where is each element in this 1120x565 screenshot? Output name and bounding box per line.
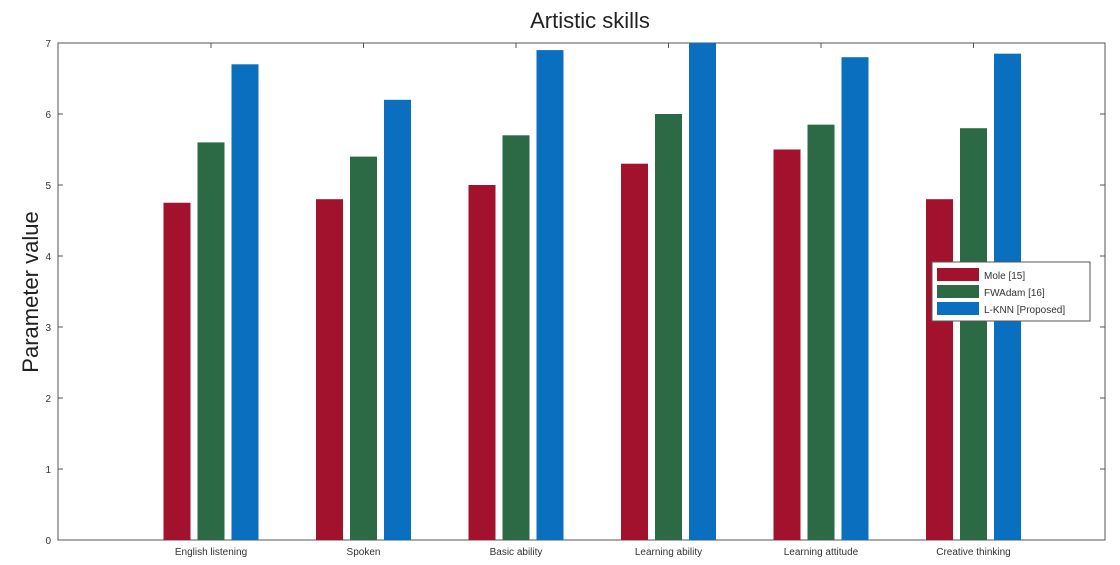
x-tick-label: Learning ability	[635, 547, 702, 558]
bar	[960, 128, 987, 540]
y-tick-label: 1	[45, 465, 51, 476]
y-tick-label: 2	[45, 394, 51, 405]
legend-swatch	[937, 302, 979, 315]
y-tick-label: 3	[45, 323, 51, 334]
bar	[655, 114, 682, 540]
bar	[536, 50, 564, 540]
bar	[384, 99, 411, 541]
bar	[197, 142, 225, 540]
bar	[468, 185, 496, 540]
x-tick-label: Basic ability	[490, 547, 543, 558]
legend-swatch	[937, 268, 979, 281]
y-axis-label: Parameter value	[18, 211, 43, 372]
bar	[316, 199, 343, 540]
legend-swatch	[937, 285, 979, 298]
y-tick-label: 0	[45, 536, 51, 547]
bar	[231, 64, 259, 541]
axes-box	[57, 42, 1106, 541]
x-tick-label: Learning attitude	[784, 547, 859, 558]
bar	[926, 199, 953, 540]
legend: Mole [15] FWAdam [16] L-KNN [Proposed]	[931, 261, 1091, 322]
bar	[350, 156, 377, 540]
y-tick-label: 6	[45, 110, 51, 121]
x-tick-label: Spoken	[347, 547, 381, 558]
x-tick-label: English listening	[175, 547, 247, 558]
chart-title: Artistic skills	[530, 8, 650, 33]
legend-label: Mole [15]	[984, 271, 1025, 282]
bar	[163, 202, 191, 540]
bar	[841, 57, 869, 540]
bar	[773, 149, 801, 540]
legend-label: FWAdam [16]	[984, 288, 1045, 299]
bar	[621, 163, 648, 540]
bar	[689, 43, 716, 540]
bar	[502, 135, 530, 541]
y-tick-label: 7	[45, 39, 51, 50]
y-tick-label: 5	[45, 181, 51, 192]
bar	[807, 124, 835, 541]
x-tick-label: Creative thinking	[936, 547, 1010, 558]
y-tick-label: 4	[45, 252, 51, 263]
legend-label: L-KNN [Proposed]	[984, 305, 1065, 316]
plot-area: 0 1 2 3 4 5 6 7 English listening Spoken Basic abi…	[45, 39, 1106, 558]
